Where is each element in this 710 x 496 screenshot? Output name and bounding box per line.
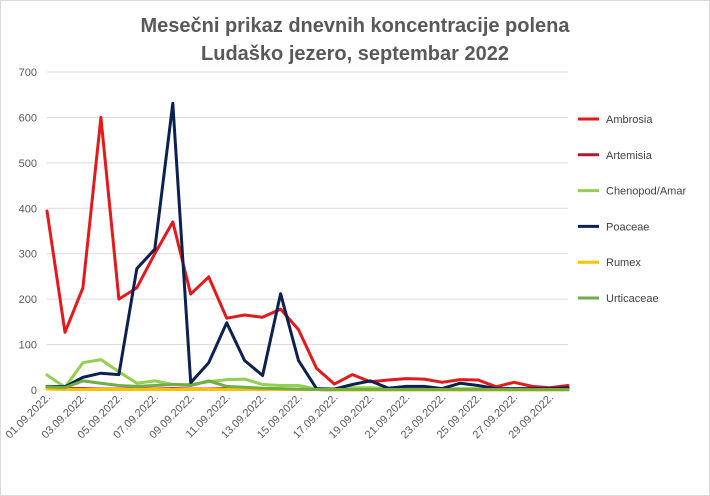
legend-label-rumex: Rumex bbox=[606, 257, 641, 269]
legend-label-artemisia: Artemisia bbox=[606, 150, 653, 162]
y-tick-label: 600 bbox=[19, 112, 37, 124]
chart-title: Mesečni prikaz dnevnih koncentracije pol… bbox=[0, 12, 710, 68]
series-line-urticaceae bbox=[45, 379, 570, 391]
legend: Ambrosia Artemisia Chenopod/Amar Poaceae Rum… bbox=[578, 114, 686, 305]
y-tick-label: 700 bbox=[19, 67, 37, 79]
y-tick-label: 200 bbox=[19, 294, 37, 306]
x-axis-tick-labels: 01.09.2022.03.09.2022.05.09.2022.07.09.2… bbox=[4, 392, 557, 442]
series-line-poaceae bbox=[45, 101, 570, 391]
series-line-ambrosia bbox=[45, 115, 570, 390]
legend-label-chenopod-amar: Chenopod/Amar bbox=[606, 186, 686, 198]
legend-label-poaceae: Poaceae bbox=[606, 221, 649, 233]
y-tick-label: 300 bbox=[19, 249, 37, 261]
series-lines bbox=[45, 101, 570, 392]
y-tick-label: 0 bbox=[31, 385, 37, 397]
y-tick-label: 100 bbox=[19, 340, 37, 352]
y-axis-tick-labels: 0 100 200 300 400 500 600 700 bbox=[19, 67, 37, 397]
legend-label-ambrosia: Ambrosia bbox=[606, 114, 653, 126]
chart-title-line2: Ludaško jezero, septembar 2022 bbox=[201, 43, 509, 65]
legend-label-urticaceae: Urticaceae bbox=[606, 293, 659, 305]
y-tick-label: 500 bbox=[19, 158, 37, 170]
chart-title-line1: Mesečni prikaz dnevnih koncentracije pol… bbox=[140, 15, 570, 37]
y-tick-label: 400 bbox=[19, 203, 37, 215]
